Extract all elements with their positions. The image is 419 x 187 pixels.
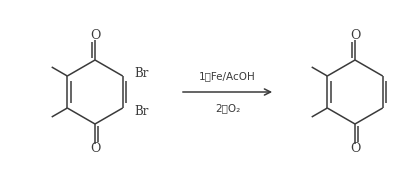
Text: 1、Fe/AcOH: 1、Fe/AcOH: [199, 71, 256, 81]
Text: O: O: [90, 142, 100, 156]
Text: O: O: [350, 142, 360, 156]
Text: Br: Br: [135, 105, 149, 117]
Text: Br: Br: [135, 67, 149, 79]
Text: O: O: [350, 28, 360, 42]
Text: 2、O₂: 2、O₂: [215, 103, 240, 113]
Text: O: O: [90, 28, 100, 42]
